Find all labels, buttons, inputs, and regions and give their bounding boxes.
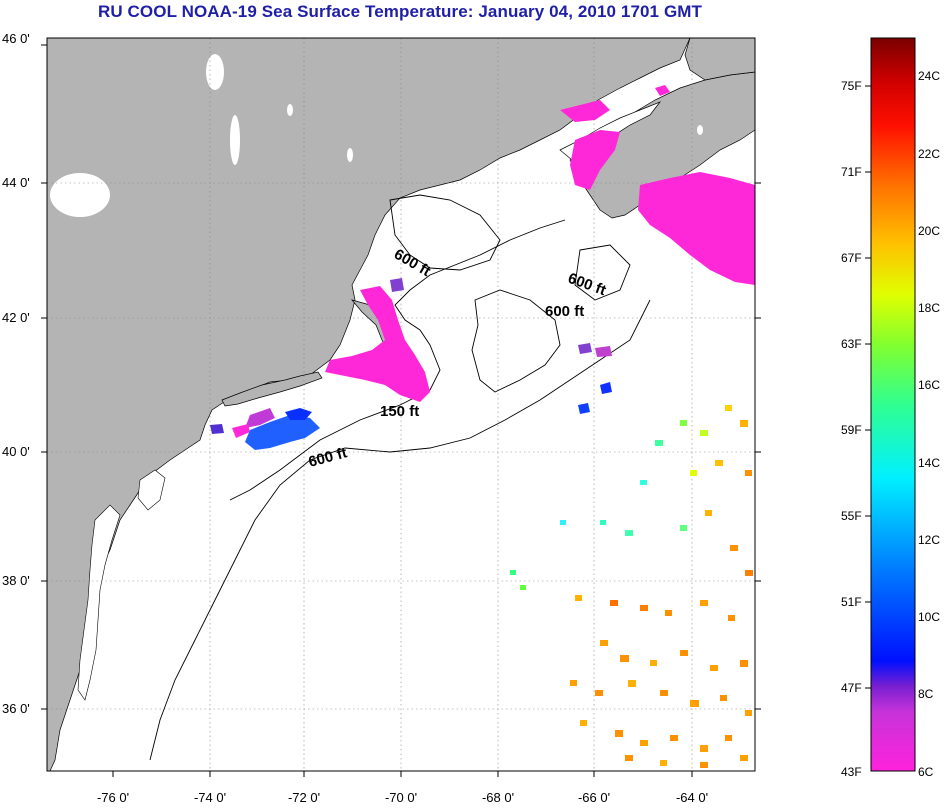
colorbar-label-c: 14C <box>918 456 941 470</box>
colorbar-label-c: 12C <box>918 533 941 547</box>
lon-label: -76 0' <box>96 790 130 805</box>
axis-ticks <box>41 44 761 777</box>
land-long-island <box>221 371 323 407</box>
contour-label-150ft: 150 ft <box>380 403 419 420</box>
colorbar-label-f: 43F <box>841 765 862 779</box>
colorbar-label-f: 67F <box>841 251 862 265</box>
lake <box>230 115 240 165</box>
colorbar-label-f: 75F <box>841 79 862 93</box>
bathymetry-contours <box>149 194 651 761</box>
colorbar-label-c: 22C <box>918 147 941 161</box>
colorbar-label-c: 24C <box>918 69 941 83</box>
colorbar-label-c: 20C <box>918 224 941 238</box>
lon-label: -66 0' <box>577 790 611 805</box>
colorbar-label-c: 18C <box>918 301 941 315</box>
sst-patches-cold <box>210 85 755 450</box>
colorbar-label-c: 10C <box>918 610 941 624</box>
colorbar-label-f: 59F <box>841 423 862 437</box>
land-cape-breton <box>684 38 755 81</box>
lake <box>50 173 110 217</box>
lat-label: 40 0' <box>2 444 30 459</box>
colorbar-label-f: 63F <box>841 337 862 351</box>
colorbar-label-f: 47F <box>841 681 862 695</box>
colorbar-ticks <box>865 85 871 689</box>
lon-label: -64 0' <box>675 790 709 805</box>
lon-label: -74 0' <box>193 790 227 805</box>
lon-label: -70 0' <box>384 790 418 805</box>
lat-label: 38 0' <box>2 573 30 588</box>
contour-label-600ft: 600 ft <box>545 303 584 320</box>
delaware-bay <box>137 469 166 511</box>
colorbar <box>870 37 916 772</box>
colorbar-label-c: 8C <box>918 687 934 701</box>
colorbar-label-f: 51F <box>841 595 862 609</box>
colorbar-label-c: 6C <box>918 765 934 779</box>
lake <box>697 125 703 135</box>
sst-patches-warm <box>510 405 753 768</box>
lake <box>287 104 293 116</box>
lon-label: -72 0' <box>287 790 321 805</box>
colorbar-label-c: 16C <box>918 378 941 392</box>
land-nova-scotia <box>569 71 755 219</box>
map-title: RU COOL NOAA-19 Sea Surface Temperature:… <box>97 2 703 21</box>
colorbar-label-f: 71F <box>841 165 862 179</box>
chesapeake-bay <box>77 504 121 701</box>
lake <box>206 54 224 90</box>
lat-label: 36 0' <box>2 701 30 716</box>
lon-label: -68 0' <box>481 790 515 805</box>
lat-label: 42 0' <box>2 310 30 325</box>
colorbar-label-f: 55F <box>841 509 862 523</box>
lake <box>347 148 353 162</box>
lat-label: 44 0' <box>2 175 30 190</box>
lat-label: 46 0' <box>2 31 30 46</box>
